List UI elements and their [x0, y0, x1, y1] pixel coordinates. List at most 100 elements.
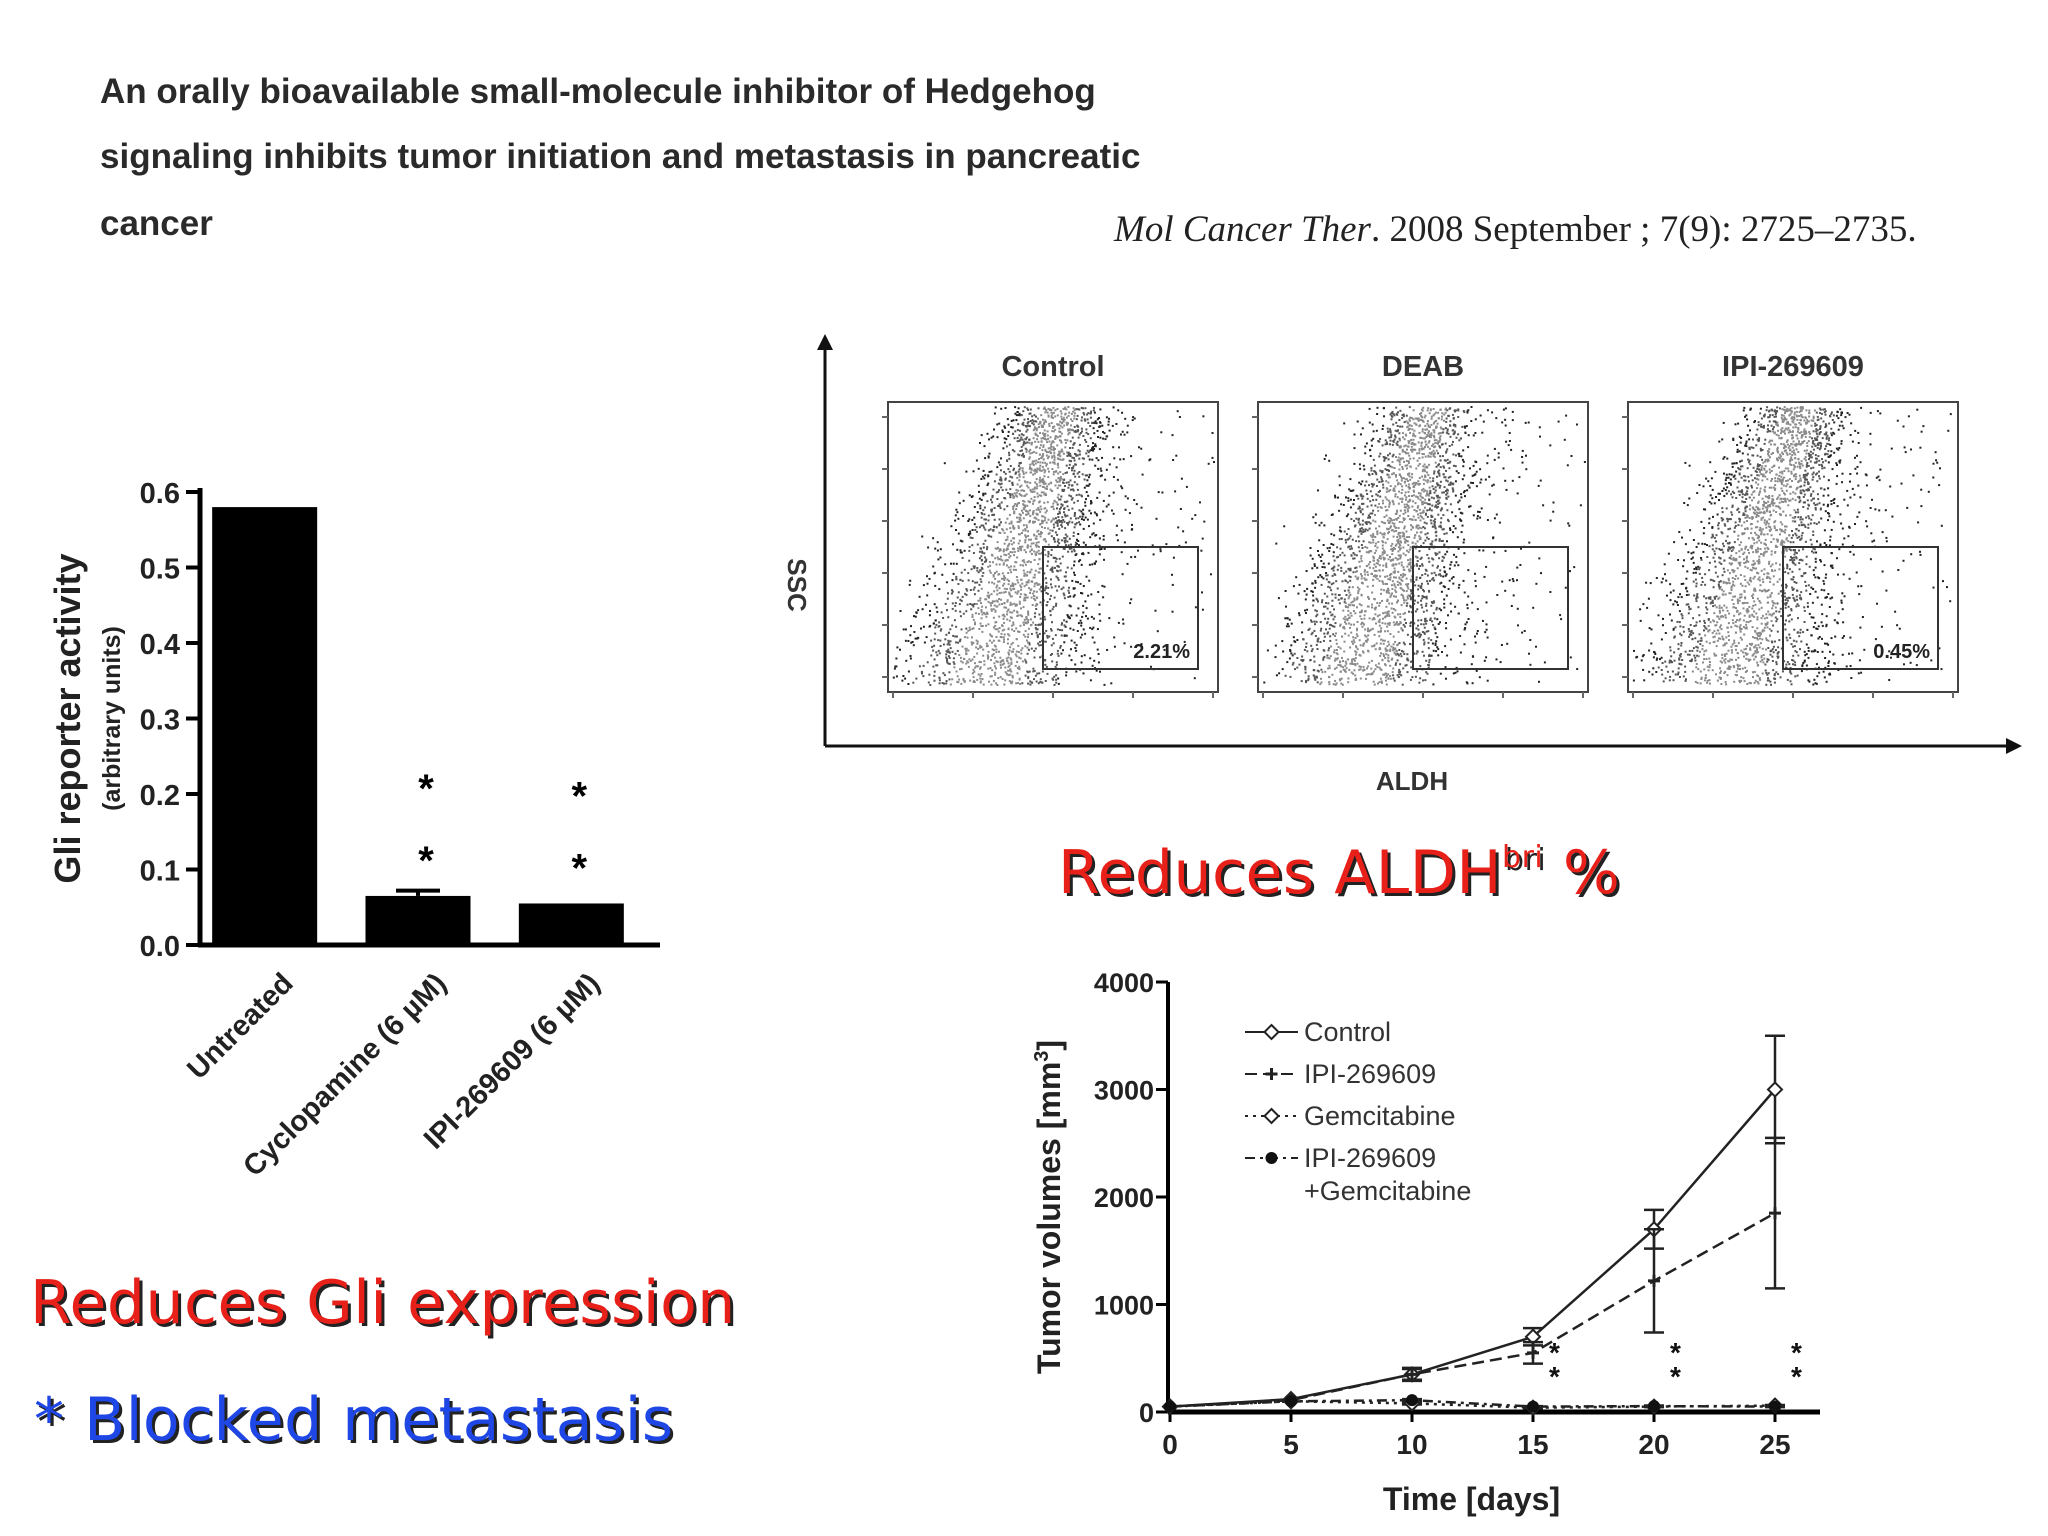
flow-event [1172, 556, 1175, 559]
flow-event [1419, 514, 1422, 517]
flow-event [1400, 564, 1403, 567]
flow-event [1088, 476, 1090, 479]
flow-event [969, 536, 972, 539]
flow-event [1003, 579, 1006, 581]
flow-event [1453, 431, 1456, 434]
flow-event [1290, 622, 1293, 625]
flow-event [1392, 546, 1395, 549]
flow-event [1034, 472, 1036, 475]
flow-event [1407, 500, 1410, 503]
flow-event [1426, 574, 1429, 577]
flow-event [1039, 432, 1042, 434]
flow-event [1483, 659, 1486, 662]
flow-event [1019, 438, 1022, 441]
flow-event [1363, 623, 1366, 626]
flow-event [1086, 617, 1089, 620]
flow-event [1535, 582, 1538, 585]
flow-event [1322, 544, 1325, 546]
flow-event [1449, 638, 1452, 641]
flow-event [1030, 588, 1033, 591]
flow-event [1103, 585, 1106, 588]
flow-event [1319, 641, 1322, 643]
flow-event [1056, 628, 1059, 631]
flow-event [970, 643, 973, 646]
flow-event [1026, 407, 1029, 410]
flow-event [1075, 580, 1078, 583]
flow-event [942, 643, 945, 646]
flow-event [1410, 528, 1413, 531]
flow-event [1073, 469, 1076, 472]
flow-event [1426, 490, 1429, 493]
flow-event [1414, 502, 1417, 505]
flow-event [1074, 663, 1077, 666]
flow-event [982, 542, 985, 545]
flow-event [1399, 531, 1402, 534]
flow-event [1474, 579, 1477, 582]
flow-event [1409, 416, 1412, 419]
flow-event [1373, 552, 1376, 554]
flow-event [1407, 460, 1410, 463]
flow-event [1058, 439, 1061, 442]
flow-event [1056, 507, 1058, 510]
flow-event [999, 661, 1002, 664]
flow-event [967, 579, 970, 582]
flow-event [1071, 488, 1074, 491]
flow-event [1569, 570, 1571, 573]
flow-event [1309, 554, 1312, 557]
flow-event [1084, 438, 1087, 441]
flow-event [1443, 419, 1445, 422]
flow-event [1049, 610, 1052, 613]
flow-event [1057, 682, 1060, 685]
flow-event [1068, 432, 1071, 434]
flow-event [1411, 518, 1414, 521]
flow-event [1027, 671, 1030, 674]
flow-event [1442, 528, 1445, 531]
flow-event [988, 561, 991, 563]
flow-event [947, 639, 950, 642]
flow-event [1069, 440, 1072, 443]
flow-event [1434, 461, 1437, 464]
flow-event [951, 579, 954, 582]
flow-event [1003, 683, 1006, 686]
flow-event [985, 615, 988, 618]
flow-event [1037, 440, 1040, 443]
flow-event [1046, 434, 1049, 437]
flow-event [1099, 548, 1101, 551]
flow-event [963, 549, 966, 552]
flow-event [1431, 525, 1434, 528]
flow-event [1042, 515, 1045, 518]
flow-event [1051, 653, 1053, 655]
flow-event [947, 592, 949, 595]
flow-event [988, 438, 990, 441]
flow-event [1349, 576, 1352, 578]
flow-event [1455, 454, 1457, 457]
flow-event [1380, 638, 1383, 641]
flow-event [1446, 509, 1449, 512]
flow-event [1082, 412, 1085, 414]
flow-event [1025, 551, 1027, 554]
flow-event [1050, 448, 1053, 451]
flow-event [957, 517, 960, 520]
flow-event [1313, 563, 1316, 566]
flow-event [1446, 492, 1449, 495]
flow-event [1021, 545, 1024, 548]
flow-event [1438, 557, 1441, 560]
flow-event [1375, 642, 1378, 645]
flow-event [1430, 423, 1433, 426]
flow-event [1006, 517, 1009, 520]
flow-event [971, 627, 974, 630]
flow-event [1368, 527, 1371, 530]
flow-event [1020, 436, 1023, 439]
flow-event [1038, 552, 1040, 555]
flow-event [1044, 419, 1047, 422]
flow-event [1426, 466, 1429, 469]
flow-event [1425, 609, 1428, 612]
flow-event [1549, 444, 1552, 447]
flow-event [953, 666, 956, 669]
flow-event [1006, 535, 1009, 538]
flow-event [1018, 492, 1021, 495]
flow-event [1100, 548, 1103, 550]
flow-event [986, 613, 989, 615]
flow-event [1038, 644, 1041, 647]
flow-event [925, 636, 928, 639]
